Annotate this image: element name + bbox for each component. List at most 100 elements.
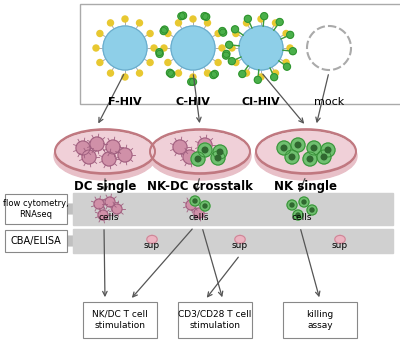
- Circle shape: [289, 154, 295, 160]
- Circle shape: [173, 140, 187, 154]
- Bar: [5, 230, 67, 252]
- Text: NK-DC crosstalk: NK-DC crosstalk: [147, 180, 253, 193]
- Text: cells: cells: [189, 213, 209, 222]
- Circle shape: [287, 200, 297, 210]
- Circle shape: [203, 13, 210, 20]
- Circle shape: [136, 70, 142, 76]
- Circle shape: [321, 143, 335, 157]
- Circle shape: [201, 13, 208, 19]
- Circle shape: [160, 27, 167, 34]
- Circle shape: [147, 31, 153, 37]
- Circle shape: [293, 210, 303, 220]
- Circle shape: [311, 145, 317, 151]
- Circle shape: [321, 154, 327, 160]
- Circle shape: [307, 156, 313, 162]
- Circle shape: [136, 20, 142, 26]
- Circle shape: [232, 26, 238, 33]
- Circle shape: [161, 26, 168, 33]
- Circle shape: [90, 137, 104, 151]
- Polygon shape: [147, 235, 157, 243]
- Circle shape: [211, 70, 218, 78]
- Circle shape: [195, 156, 201, 162]
- Text: DC single: DC single: [74, 180, 136, 193]
- Circle shape: [258, 74, 264, 80]
- Circle shape: [102, 152, 116, 166]
- Circle shape: [272, 70, 278, 76]
- Circle shape: [291, 138, 305, 152]
- Circle shape: [180, 12, 186, 19]
- Circle shape: [171, 26, 215, 70]
- Circle shape: [307, 141, 321, 155]
- Circle shape: [76, 141, 90, 155]
- Ellipse shape: [152, 132, 248, 172]
- Circle shape: [178, 13, 185, 20]
- Ellipse shape: [54, 132, 156, 180]
- Text: cells: cells: [99, 213, 119, 222]
- Circle shape: [310, 208, 314, 212]
- Bar: [5, 194, 67, 224]
- Circle shape: [285, 150, 299, 164]
- Text: cells: cells: [292, 213, 312, 222]
- Circle shape: [254, 76, 261, 83]
- Circle shape: [283, 31, 289, 37]
- Text: flow cytometry,
RNAseq: flow cytometry, RNAseq: [3, 199, 69, 219]
- Circle shape: [188, 78, 195, 85]
- Circle shape: [325, 147, 331, 153]
- Circle shape: [222, 52, 230, 59]
- Circle shape: [203, 204, 207, 208]
- Circle shape: [317, 150, 331, 164]
- Bar: [83, 302, 157, 338]
- Text: mock: mock: [314, 97, 344, 107]
- Circle shape: [229, 45, 235, 51]
- Circle shape: [122, 16, 128, 22]
- Circle shape: [176, 20, 182, 26]
- Circle shape: [219, 27, 226, 34]
- Polygon shape: [335, 235, 345, 243]
- Text: CI-HIV: CI-HIV: [242, 97, 280, 107]
- Circle shape: [156, 49, 163, 56]
- Circle shape: [215, 155, 221, 161]
- Text: NK single: NK single: [274, 180, 338, 193]
- Circle shape: [200, 201, 210, 211]
- Bar: [80, 4, 400, 104]
- Circle shape: [103, 26, 147, 70]
- Circle shape: [108, 70, 114, 76]
- Circle shape: [211, 151, 225, 165]
- Circle shape: [271, 74, 278, 81]
- Circle shape: [213, 145, 227, 159]
- Circle shape: [287, 31, 294, 38]
- Circle shape: [112, 204, 122, 214]
- Circle shape: [295, 142, 301, 148]
- Circle shape: [191, 152, 205, 166]
- Circle shape: [215, 60, 221, 65]
- Ellipse shape: [57, 132, 153, 172]
- Bar: [283, 302, 357, 338]
- Circle shape: [202, 147, 208, 153]
- Circle shape: [190, 74, 196, 80]
- Circle shape: [283, 60, 289, 65]
- Circle shape: [176, 70, 182, 76]
- Circle shape: [165, 60, 171, 65]
- Polygon shape: [235, 235, 245, 243]
- Circle shape: [220, 29, 227, 36]
- Circle shape: [284, 63, 290, 70]
- Circle shape: [193, 199, 197, 203]
- Circle shape: [97, 60, 103, 65]
- Circle shape: [198, 138, 212, 152]
- Circle shape: [219, 45, 225, 51]
- Circle shape: [233, 60, 239, 65]
- Circle shape: [168, 70, 175, 78]
- Circle shape: [165, 31, 171, 37]
- Circle shape: [183, 150, 197, 164]
- Circle shape: [156, 50, 163, 57]
- Circle shape: [290, 203, 294, 207]
- Circle shape: [97, 31, 103, 37]
- Text: CD3/CD28 T cell
stimulation: CD3/CD28 T cell stimulation: [178, 310, 252, 330]
- Bar: [73, 229, 393, 253]
- Circle shape: [106, 140, 120, 154]
- Circle shape: [276, 18, 283, 25]
- Text: CBA/ELISA: CBA/ELISA: [11, 236, 61, 246]
- Text: sup: sup: [332, 241, 348, 250]
- Circle shape: [93, 45, 99, 51]
- Circle shape: [210, 72, 217, 79]
